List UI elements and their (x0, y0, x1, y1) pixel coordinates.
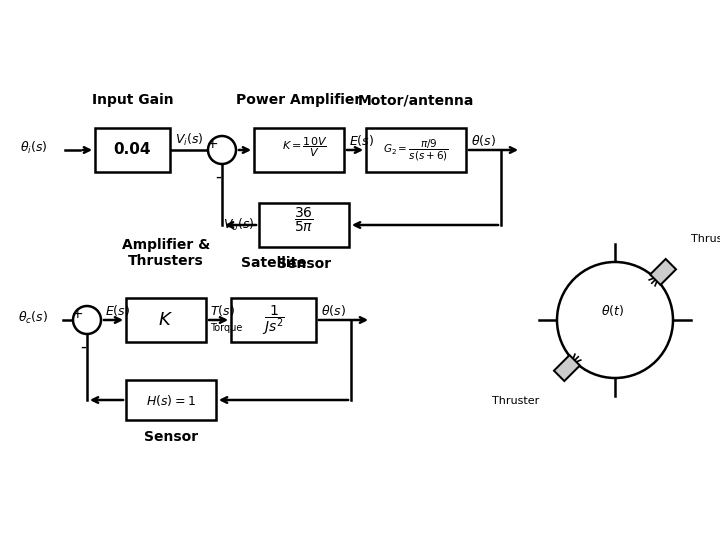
Text: $\theta(s)$: $\theta(s)$ (471, 132, 496, 147)
Text: Power Amplifier: Power Amplifier (236, 93, 361, 107)
Bar (231, 298, 316, 342)
Polygon shape (554, 355, 580, 381)
Text: Sensor: Sensor (277, 257, 331, 271)
Text: Thruster: Thruster (492, 396, 539, 406)
Circle shape (557, 262, 673, 378)
Text: $\theta_c(s)$: $\theta_c(s)$ (18, 310, 48, 326)
Text: $K = \dfrac{10V}{V}$: $K = \dfrac{10V}{V}$ (282, 135, 328, 159)
Text: $E(s)$: $E(s)$ (105, 302, 130, 318)
Text: Thruster: Thruster (691, 234, 720, 244)
Text: Satellite: Satellite (240, 256, 306, 270)
Text: $T(s)$: $T(s)$ (210, 302, 235, 318)
Text: $V_i(s)$: $V_i(s)$ (175, 132, 204, 148)
Circle shape (208, 136, 236, 164)
Text: $\theta(t)$: $\theta(t)$ (601, 302, 625, 318)
Bar (366, 128, 466, 172)
Text: $\dfrac{1}{Js^2}$: $\dfrac{1}{Js^2}$ (262, 303, 285, 337)
Text: -: - (215, 168, 221, 186)
Text: $G_2 = \dfrac{\pi/9}{s(s+6)}$: $G_2 = \dfrac{\pi/9}{s(s+6)}$ (383, 137, 449, 163)
Text: $E(s)$: $E(s)$ (349, 132, 374, 147)
Text: Motor/antenna: Motor/antenna (358, 93, 474, 107)
Bar (95, 128, 170, 172)
Text: $\dfrac{36}{5\pi}$: $\dfrac{36}{5\pi}$ (294, 206, 314, 234)
Circle shape (73, 306, 101, 334)
Text: $K$: $K$ (158, 311, 174, 329)
Text: 0.04: 0.04 (114, 143, 151, 158)
Text: -: - (80, 338, 86, 356)
Bar (126, 298, 206, 342)
Text: Input Gain: Input Gain (91, 93, 174, 107)
Text: $H(s)=1$: $H(s)=1$ (146, 393, 196, 408)
Text: +: + (206, 137, 218, 151)
Bar (126, 380, 216, 420)
Bar (259, 203, 349, 247)
Text: $V_o(s)$: $V_o(s)$ (222, 217, 254, 233)
Text: $\theta(s)$: $\theta(s)$ (321, 302, 346, 318)
Text: Sensor: Sensor (144, 430, 198, 444)
Bar (254, 128, 344, 172)
Text: Torque: Torque (210, 323, 243, 333)
Polygon shape (650, 259, 676, 285)
Text: Amplifier &
Thrusters: Amplifier & Thrusters (122, 238, 210, 268)
Text: +: + (71, 307, 83, 321)
Text: $\theta_i(s)$: $\theta_i(s)$ (20, 140, 48, 156)
